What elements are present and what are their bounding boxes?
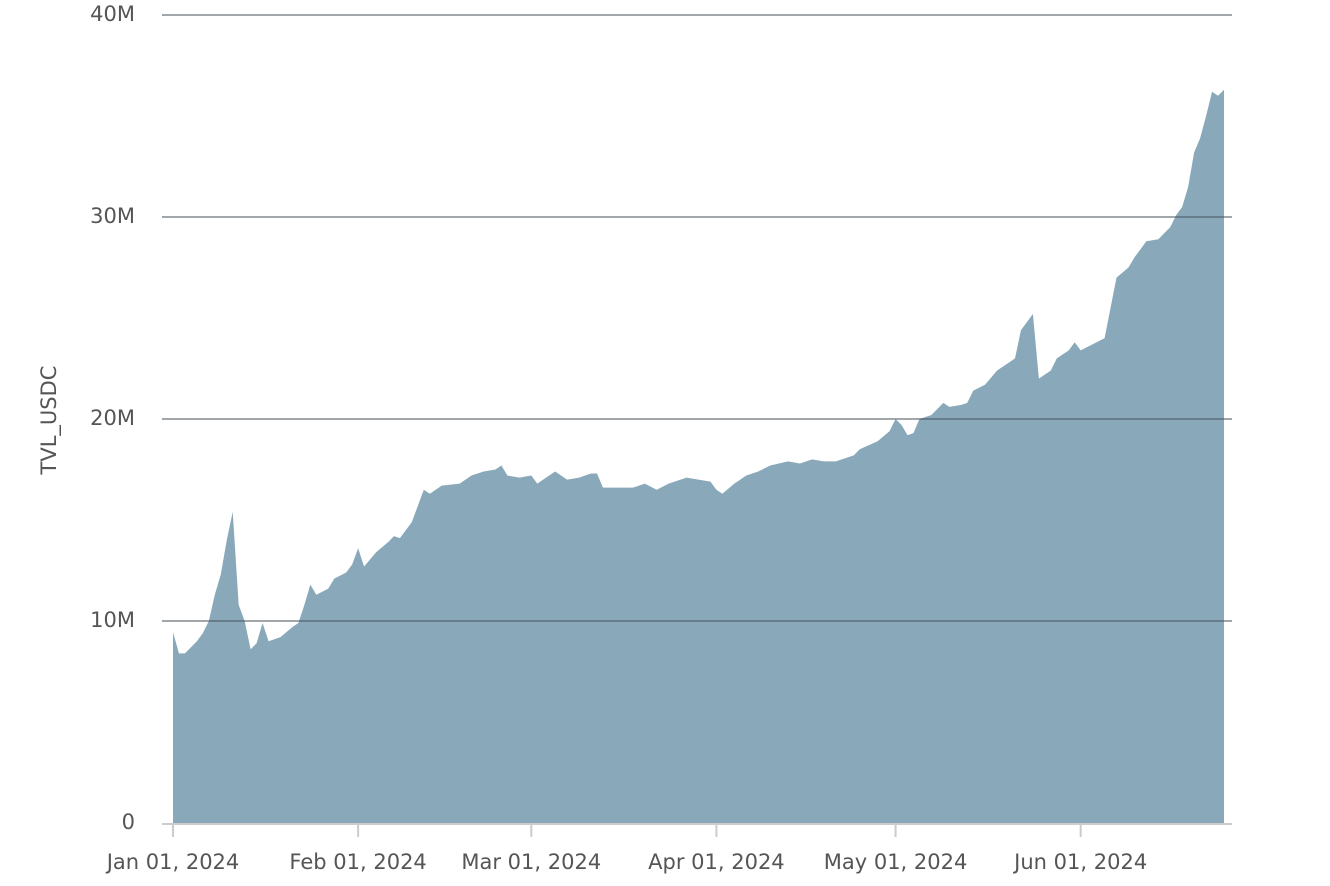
y-tick-label: 20M <box>90 406 135 430</box>
y-tick-label: 10M <box>90 608 135 632</box>
x-tick-label: Jan 01, 2024 <box>105 850 240 874</box>
x-tick-label: Jun 01, 2024 <box>1012 850 1147 874</box>
y-axis-label: TVL_USDC <box>37 366 62 476</box>
y-tick-label: 30M <box>90 204 135 228</box>
area <box>173 89 1224 824</box>
x-tick-label: May 01, 2024 <box>824 850 968 874</box>
y-tick-label: 40M <box>90 2 135 26</box>
x-tick-label: Apr 01, 2024 <box>648 850 785 874</box>
x-tick-label: Feb 01, 2024 <box>289 850 426 874</box>
x-tick-label: Mar 01, 2024 <box>461 850 601 874</box>
y-tick-label: 0 <box>122 810 135 834</box>
